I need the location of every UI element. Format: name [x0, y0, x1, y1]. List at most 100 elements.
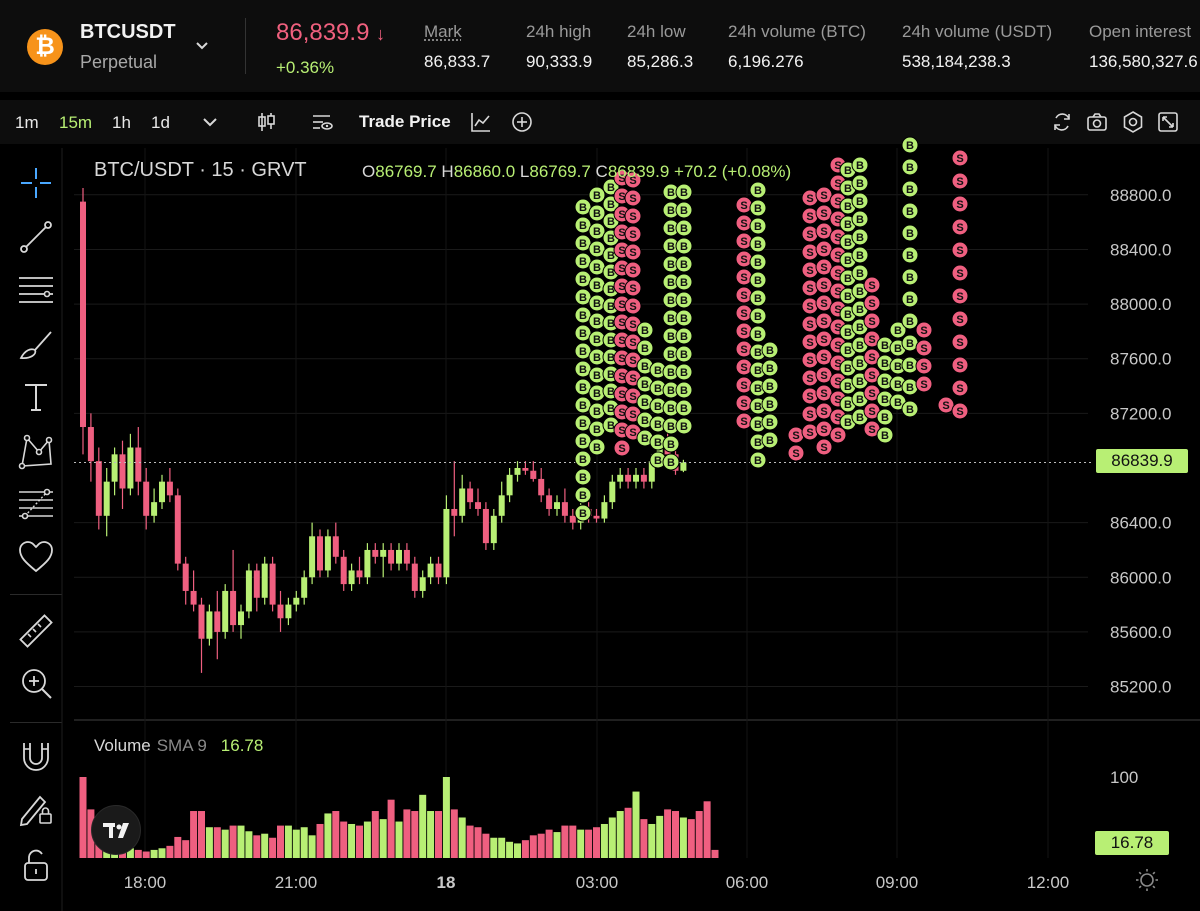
marker-label: S [618, 407, 625, 419]
marker-label: B [754, 419, 762, 431]
volume-bar [316, 823, 324, 858]
marker-label: B [667, 331, 675, 343]
marker-label: S [740, 290, 747, 302]
marker-label: S [629, 211, 636, 223]
text-icon[interactable] [17, 378, 55, 416]
lock-icon[interactable] [17, 846, 55, 884]
horizontal-lines-icon[interactable] [17, 270, 55, 308]
marker-label: B [593, 352, 601, 364]
camera-icon[interactable] [1085, 110, 1109, 134]
marker-label: B [607, 386, 615, 398]
marker-label: S [629, 427, 636, 439]
candle-body [127, 447, 134, 489]
symbol-name[interactable]: BTCUSDT [80, 21, 176, 43]
trend-line-icon[interactable] [17, 218, 55, 256]
volume-bar [624, 807, 632, 858]
marker-label: S [629, 283, 636, 295]
ohlc-readout: O86769.7 H86860.0 L86769.7 C86839.9 +70.… [362, 162, 791, 182]
marker-label: B [593, 298, 601, 310]
volume-bar [553, 832, 561, 858]
candle-body [467, 488, 474, 503]
buy-marker [761, 359, 779, 377]
add-icon[interactable] [510, 110, 534, 134]
buy-marker [749, 199, 767, 217]
marker-label: S [806, 391, 813, 403]
marker-label: B [607, 199, 615, 211]
price-type-selector[interactable]: Trade Price [359, 112, 451, 131]
candle-body [419, 577, 426, 591]
indicator-icon[interactable] [310, 110, 334, 134]
candle-body [569, 515, 576, 523]
stat-value: 538,184,238.3 [902, 52, 1011, 71]
pattern-icon[interactable] [17, 432, 55, 470]
marker-label: B [894, 325, 902, 337]
candle-body [617, 474, 624, 482]
volume-bar [695, 811, 703, 858]
marker-label: B [856, 394, 864, 406]
marker-label: B [881, 394, 889, 406]
buy-marker [851, 174, 869, 192]
buy-marker [876, 408, 894, 426]
marker-label: S [806, 373, 813, 385]
brush-icon[interactable] [17, 326, 55, 364]
marker-label: B [579, 256, 587, 268]
candlestick-icon[interactable] [254, 110, 278, 134]
candle-body [680, 462, 687, 471]
marker-label: S [834, 160, 841, 172]
marker-label: S [834, 250, 841, 262]
sell-marker [863, 276, 881, 294]
last-price: 86,839.9 ↓ [276, 19, 385, 47]
buy-marker [889, 321, 907, 339]
price-down-arrow-icon: ↓ [376, 24, 386, 44]
magnet-icon[interactable] [17, 738, 55, 776]
marker-label: B [607, 352, 615, 364]
marker-label: S [956, 337, 963, 349]
timeframe-15m[interactable]: 15m [59, 113, 93, 132]
sell-marker [951, 402, 969, 420]
tradingview-logo-icon[interactable] [91, 805, 141, 855]
timeframe-1d[interactable]: 1d [151, 113, 170, 132]
stat-label[interactable]: Mark [424, 22, 462, 41]
candle-body [482, 508, 489, 544]
sell-marker [863, 294, 881, 312]
refresh-icon[interactable] [1050, 110, 1074, 134]
marker-label: B [607, 420, 615, 432]
favorite-icon[interactable] [17, 538, 55, 576]
candle-body [648, 461, 655, 482]
crosshair-icon[interactable] [17, 164, 55, 202]
axis-settings-icon[interactable] [1136, 869, 1158, 891]
volume-bar [182, 840, 190, 858]
ruler-icon[interactable] [17, 612, 55, 650]
marker-label: S [629, 229, 636, 241]
fullscreen-icon[interactable] [1156, 110, 1180, 134]
pencil-lock-icon[interactable] [17, 790, 55, 828]
marker-label: B [844, 417, 852, 429]
candle-body [269, 563, 276, 605]
fib-icon[interactable] [17, 486, 55, 524]
candle-body [285, 604, 292, 619]
marker-label: B [856, 412, 864, 424]
volume-bar [703, 801, 711, 858]
zoom-in-icon[interactable] [17, 664, 55, 702]
marker-label: B [754, 401, 762, 413]
marker-label: S [740, 326, 747, 338]
timeframe-1h[interactable]: 1h [112, 113, 131, 132]
timeframe-1m[interactable]: 1m [15, 113, 39, 132]
candle-body [119, 454, 126, 489]
chevron-down-icon[interactable] [198, 110, 222, 134]
settings-icon[interactable] [1121, 110, 1145, 134]
candle-body [317, 536, 323, 571]
marker-label: S [956, 268, 963, 280]
marker-label: S [618, 245, 625, 257]
marker-label: B [754, 293, 762, 305]
marker-label: B [641, 343, 649, 355]
chevron-down-icon[interactable] [193, 37, 211, 55]
marker-label: S [806, 319, 813, 331]
stat-value: 85,286.3 [627, 52, 694, 71]
stat-label: 24h volume (USDT) [902, 22, 1053, 41]
line-chart-icon[interactable] [469, 110, 493, 134]
candle-body [633, 474, 639, 482]
candle-body [490, 515, 497, 544]
marker-label: S [820, 244, 827, 256]
